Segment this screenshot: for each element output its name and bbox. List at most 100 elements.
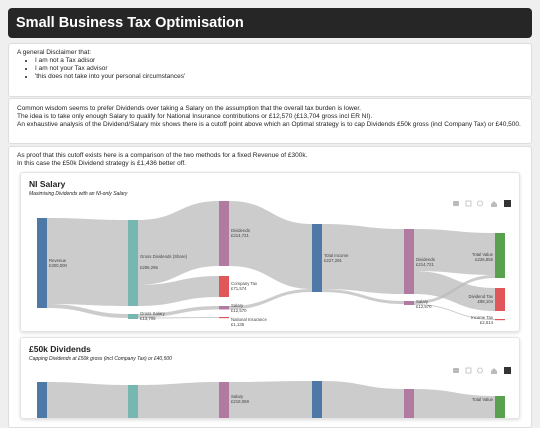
node-value: £286,295 — [140, 265, 159, 270]
logo-button[interactable] — [504, 200, 511, 207]
zoom-button[interactable] — [465, 200, 472, 207]
node-value: £13,705 — [140, 316, 156, 321]
node-label: Salary — [231, 394, 244, 399]
flow — [138, 382, 219, 418]
sankey: Salary £218,069 Total Value — [37, 367, 511, 418]
disclaimer-list: I am not a Tax adisor I am not your Tax … — [17, 57, 523, 81]
node-value: £1,135 — [231, 322, 245, 327]
sankey-panel: NI Salary Maximising Dividends with an N… — [20, 172, 520, 332]
node-value: £214,721 — [231, 233, 250, 238]
node — [128, 314, 138, 319]
home-button[interactable] — [491, 368, 497, 374]
nodes — [37, 201, 505, 321]
node-label: Revenue — [49, 258, 67, 263]
disclaimer-item: I am not a Tax adisor — [35, 57, 523, 65]
node — [495, 288, 505, 311]
camera-button[interactable] — [453, 368, 459, 373]
node-value: £227,291 — [324, 258, 343, 263]
strategy-card: Common wisdom seems to prefer Dividends … — [8, 98, 532, 144]
flow — [414, 304, 495, 320]
toolbar — [453, 367, 511, 374]
node — [312, 224, 322, 292]
flow — [229, 289, 312, 310]
chart-title: NI Salary — [29, 179, 66, 189]
node-label: Income Tax — [471, 315, 494, 320]
flow — [138, 201, 219, 285]
flow — [322, 381, 404, 418]
paragraph: The idea is to take only enough Salary t… — [17, 113, 373, 120]
flow — [138, 276, 219, 306]
node — [219, 382, 229, 418]
flow — [47, 218, 128, 306]
node-label: Dividends — [416, 257, 435, 262]
chart-subtitle: Capping Dividends at £50k gross (incl Co… — [29, 356, 172, 362]
node-label: Total Value — [472, 397, 494, 402]
flow — [322, 224, 404, 294]
node-value: £214,721 — [416, 262, 435, 267]
node — [128, 385, 138, 418]
page: Small Business Tax Optimisation A genera… — [0, 0, 540, 405]
node-value: £12,570 — [416, 304, 432, 309]
node — [219, 201, 229, 266]
node-label: Salary — [231, 303, 244, 308]
node-label: Dividend Tax — [468, 294, 493, 299]
flow — [138, 306, 219, 318]
node — [219, 276, 229, 297]
zoom-button[interactable] — [465, 367, 472, 374]
node-label: Gross Dividends (Share) — [140, 254, 188, 259]
disclaimer-item: 'this does not take into your personal c… — [35, 73, 523, 81]
node — [219, 306, 229, 310]
flow — [47, 382, 128, 418]
flows — [47, 201, 495, 320]
node — [495, 233, 505, 278]
node-label: Total Income — [324, 253, 349, 258]
node-value: £300,000 — [49, 263, 68, 268]
node-label: Salary — [416, 299, 429, 304]
node — [219, 317, 229, 319]
disclaimer-intro: A general Disclaimer that: — [17, 49, 92, 56]
node-labels: Revenue £300,000 Gross Dividends (Share)… — [49, 228, 494, 327]
camera-button[interactable] — [453, 201, 459, 206]
chart-subtitle: Maximising Dividends with an NI-only Sal… — [29, 191, 128, 197]
node-label: National Insurance — [231, 317, 267, 322]
paragraph: As proof that this cutoff exists here is… — [17, 152, 308, 159]
toolbar — [453, 200, 511, 207]
node-label: Gross Salary — [140, 311, 166, 316]
flow — [414, 275, 495, 304]
node-value: £226,855 — [475, 257, 494, 262]
node — [37, 382, 47, 418]
pan-button[interactable] — [477, 367, 483, 374]
node-value: £12,570 — [231, 308, 247, 313]
flow — [322, 289, 404, 304]
header: Small Business Tax Optimisation — [8, 8, 532, 38]
flow — [414, 229, 495, 275]
disclaimer-card: A general Disclaimer that: I am not a Ta… — [8, 43, 532, 97]
paragraph: Common wisdom seems to prefer Dividends … — [17, 105, 361, 112]
home-button[interactable] — [491, 201, 497, 207]
flow — [138, 317, 219, 319]
disclaimer-item: I am not your Tax advisor — [35, 65, 523, 73]
node — [404, 301, 414, 305]
pan-button[interactable] — [477, 200, 483, 207]
node-value: £71,574 — [231, 286, 247, 291]
flow — [47, 304, 128, 318]
paragraph: In this case the £50k Dividend strategy … — [17, 160, 186, 167]
node-value: £98,104 — [477, 299, 493, 304]
node — [312, 381, 322, 418]
logo-button[interactable] — [504, 367, 511, 374]
flow — [229, 201, 312, 289]
node-label: Dividends — [231, 228, 250, 233]
node — [495, 396, 505, 418]
page-title: Small Business Tax Optimisation — [16, 15, 244, 31]
node — [404, 389, 414, 418]
node-value: £2,514 — [480, 320, 494, 325]
node — [495, 319, 505, 321]
chart-title: £50k Dividends — [29, 344, 91, 354]
node — [128, 220, 138, 306]
node — [404, 229, 414, 294]
node-label: Total Value — [472, 252, 494, 257]
sankey-panel: £50k Dividends Capping Dividends at £50k… — [20, 337, 520, 419]
flow — [414, 389, 495, 418]
sankey: Revenue £300,000 Gross Dividends (Share)… — [37, 200, 511, 327]
node-label: Company Tax — [231, 281, 258, 286]
